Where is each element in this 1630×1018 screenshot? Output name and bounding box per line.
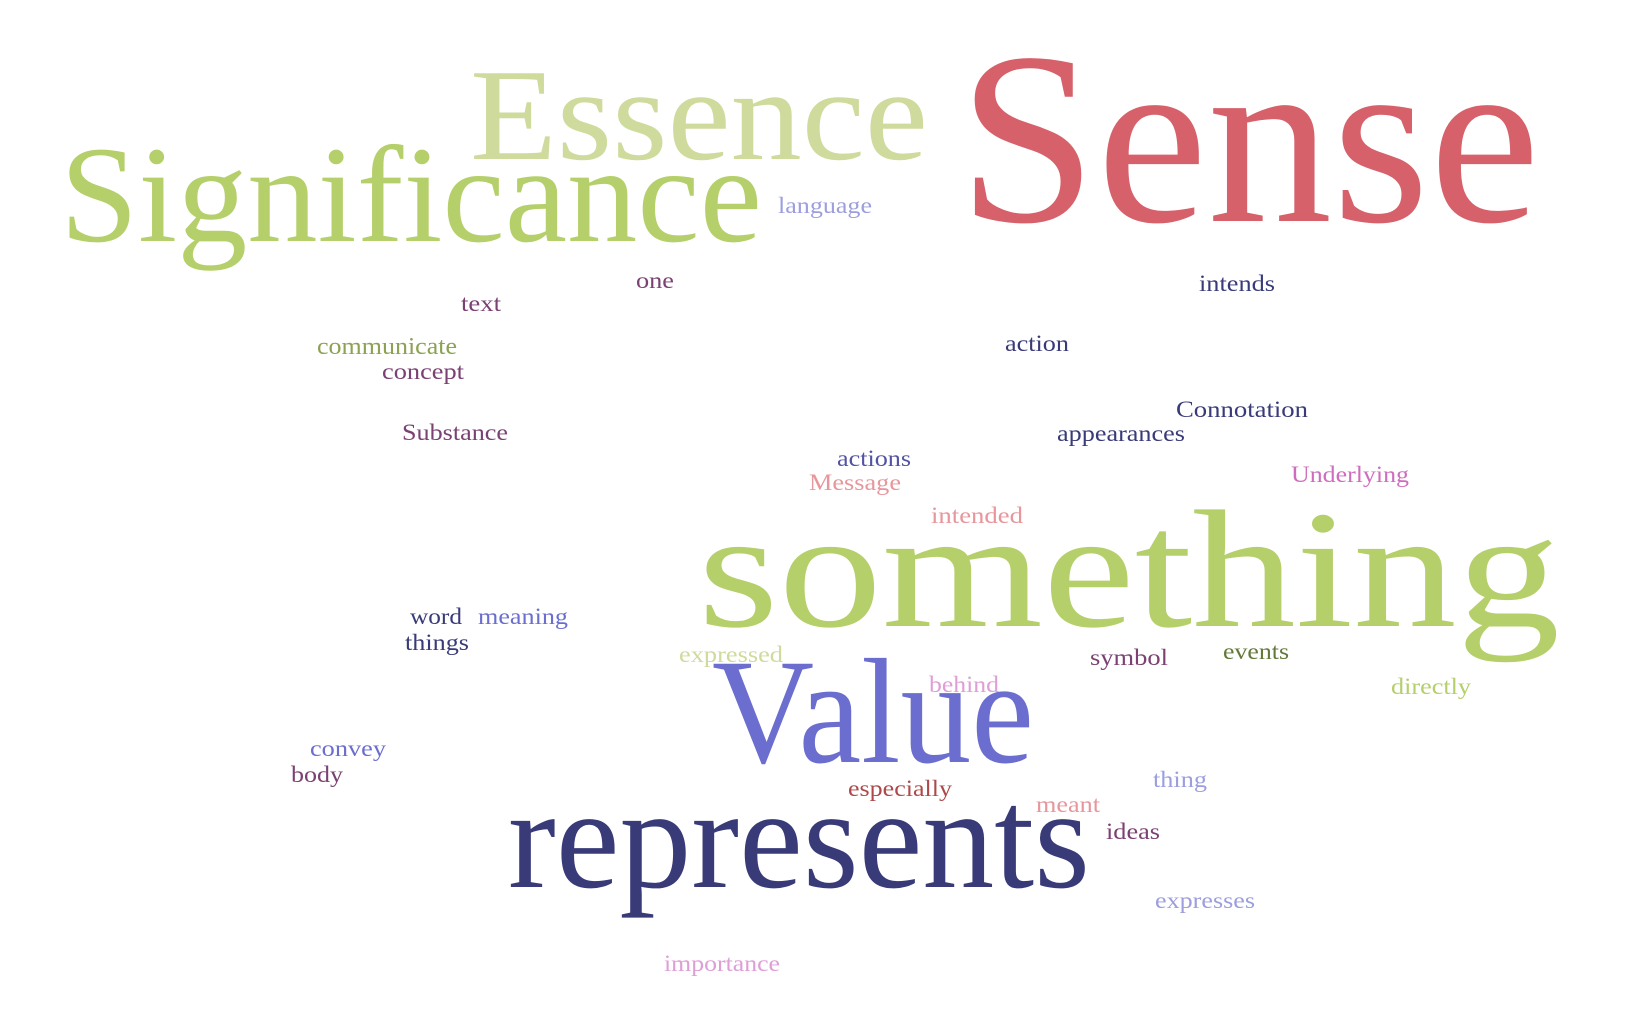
word-significance: Significance bbox=[60, 118, 763, 272]
word-text: text bbox=[461, 290, 501, 316]
word-symbol: symbol bbox=[1090, 644, 1169, 670]
word-essence: Essence bbox=[470, 43, 928, 189]
word-underlying: Underlying bbox=[1291, 461, 1409, 487]
word-represents: represents bbox=[508, 759, 1090, 919]
word-connotation: Connotation bbox=[1176, 396, 1309, 422]
word-one: one bbox=[636, 267, 674, 293]
word-importance: importance bbox=[664, 950, 780, 976]
word-things: things bbox=[405, 629, 470, 655]
word-thing: thing bbox=[1153, 766, 1207, 792]
word-something: something bbox=[698, 477, 1561, 664]
word-word: word bbox=[410, 603, 462, 629]
word-message: Message bbox=[809, 469, 902, 495]
word-meaning: meaning bbox=[478, 603, 568, 629]
word-action: action bbox=[1005, 330, 1069, 356]
word-substance: Substance bbox=[402, 419, 508, 445]
word-concept: concept bbox=[382, 358, 464, 384]
word-body: body bbox=[291, 761, 343, 787]
word-sense: Sense bbox=[958, 3, 1541, 276]
word-directly: directly bbox=[1391, 673, 1472, 699]
word-intends: intends bbox=[1199, 270, 1276, 296]
word-appearances: appearances bbox=[1057, 420, 1185, 446]
word-expresses: expresses bbox=[1155, 887, 1256, 913]
word-intended: intended bbox=[931, 502, 1024, 528]
word-events: events bbox=[1223, 638, 1289, 664]
word-convey: convey bbox=[310, 735, 386, 761]
word-language: language bbox=[778, 192, 872, 218]
word-ideas: ideas bbox=[1106, 818, 1161, 844]
word-actions: actions bbox=[837, 445, 911, 471]
word-behind: behind bbox=[929, 671, 999, 697]
word-expressed: expressed bbox=[679, 641, 784, 667]
word-meant: meant bbox=[1036, 791, 1100, 817]
word-communicate: communicate bbox=[317, 333, 457, 360]
word-value: Value bbox=[712, 628, 1034, 795]
word-especially: especially bbox=[848, 775, 952, 801]
